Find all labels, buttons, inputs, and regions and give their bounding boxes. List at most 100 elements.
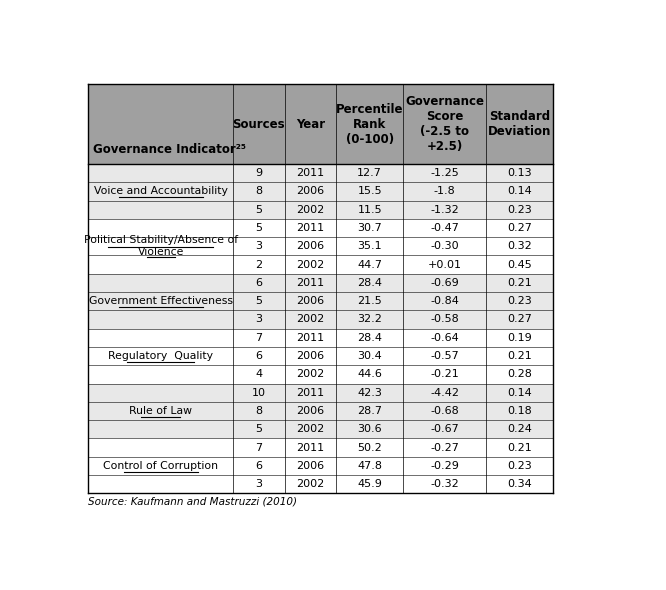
Text: 2006: 2006 [296, 186, 324, 196]
Bar [89, 237, 553, 255]
Text: -0.27: -0.27 [430, 442, 459, 453]
Text: -0.68: -0.68 [430, 406, 459, 416]
Text: 3: 3 [255, 241, 262, 251]
Text: 2011: 2011 [296, 223, 324, 233]
Text: -1.32: -1.32 [430, 205, 459, 215]
Text: 35.1: 35.1 [358, 241, 382, 251]
Bar [89, 347, 553, 365]
Text: -1.25: -1.25 [430, 168, 459, 178]
Text: Governance Indicator²⁵: Governance Indicator²⁵ [93, 143, 246, 156]
Text: 30.4: 30.4 [358, 351, 382, 361]
Text: -0.30: -0.30 [430, 241, 459, 251]
Text: 7: 7 [255, 442, 262, 453]
Text: 2006: 2006 [296, 241, 324, 251]
Bar [89, 274, 553, 292]
Text: 0.21: 0.21 [507, 442, 531, 453]
Text: -0.67: -0.67 [430, 424, 459, 434]
Text: Year: Year [296, 117, 325, 130]
Text: 6: 6 [255, 278, 262, 288]
Text: 0.23: 0.23 [507, 461, 531, 471]
Text: 0.21: 0.21 [507, 351, 531, 361]
Text: Sources: Sources [232, 117, 285, 130]
Text: 2002: 2002 [296, 369, 324, 379]
Text: -1.8: -1.8 [434, 186, 456, 196]
Text: Voice and Accountability: Voice and Accountability [94, 186, 228, 196]
Text: 2006: 2006 [296, 296, 324, 306]
Text: 2011: 2011 [296, 388, 324, 398]
Text: 3: 3 [255, 314, 262, 325]
Bar [89, 420, 553, 438]
Bar [89, 164, 553, 182]
Text: 2002: 2002 [296, 424, 324, 434]
Text: 0.27: 0.27 [507, 314, 532, 325]
Text: 0.34: 0.34 [507, 479, 531, 489]
Text: 44.6: 44.6 [357, 369, 382, 379]
Text: 0.24: 0.24 [507, 424, 532, 434]
Text: 2011: 2011 [296, 278, 324, 288]
Bar [89, 219, 553, 237]
Text: -0.57: -0.57 [430, 351, 459, 361]
Text: 2011: 2011 [296, 442, 324, 453]
Text: 10: 10 [252, 388, 266, 398]
Text: 2011: 2011 [296, 168, 324, 178]
Bar [89, 182, 553, 201]
Text: Source: Kaufmann and Mastruzzi (2010): Source: Kaufmann and Mastruzzi (2010) [89, 497, 298, 507]
Text: 2006: 2006 [296, 461, 324, 471]
Text: Rule of Law: Rule of Law [129, 406, 192, 416]
Bar [89, 310, 553, 329]
Text: 0.28: 0.28 [507, 369, 532, 379]
Text: 2006: 2006 [296, 351, 324, 361]
Bar [89, 292, 553, 310]
Bar [89, 402, 553, 420]
Text: 0.27: 0.27 [507, 223, 532, 233]
Text: 6: 6 [255, 461, 262, 471]
Text: 2011: 2011 [296, 333, 324, 343]
Text: -4.42: -4.42 [430, 388, 459, 398]
Text: 30.7: 30.7 [358, 223, 382, 233]
Bar [89, 438, 553, 457]
Text: 2002: 2002 [296, 314, 324, 325]
Text: -0.58: -0.58 [430, 314, 459, 325]
Text: 9: 9 [255, 168, 262, 178]
Text: 2: 2 [255, 260, 262, 270]
Text: Percentile
Rank
(0-100): Percentile Rank (0-100) [336, 103, 404, 146]
Text: 5: 5 [255, 223, 262, 233]
Text: 5: 5 [255, 205, 262, 215]
Text: Regulatory  Quality: Regulatory Quality [108, 351, 213, 361]
Text: -0.32: -0.32 [430, 479, 459, 489]
Text: 47.8: 47.8 [357, 461, 382, 471]
Text: 44.7: 44.7 [357, 260, 382, 270]
Text: 2002: 2002 [296, 205, 324, 215]
Text: 0.14: 0.14 [507, 186, 531, 196]
Text: Political Stability/Absence of
Violence: Political Stability/Absence of Violence [84, 235, 238, 257]
Text: 4: 4 [255, 369, 262, 379]
Text: 50.2: 50.2 [358, 442, 382, 453]
Text: 0.23: 0.23 [507, 296, 531, 306]
Text: 5: 5 [255, 296, 262, 306]
Text: 28.7: 28.7 [357, 406, 382, 416]
Text: 45.9: 45.9 [357, 479, 382, 489]
Bar [89, 384, 553, 402]
Text: Standard
Deviation: Standard Deviation [488, 110, 551, 138]
Text: 5: 5 [255, 424, 262, 434]
Bar [89, 255, 553, 274]
Bar [89, 201, 553, 219]
Text: 30.6: 30.6 [358, 424, 382, 434]
Text: -0.47: -0.47 [430, 223, 459, 233]
Text: 2002: 2002 [296, 479, 324, 489]
Text: 3: 3 [255, 479, 262, 489]
Text: -0.64: -0.64 [430, 333, 459, 343]
Text: 0.18: 0.18 [507, 406, 531, 416]
Text: -0.69: -0.69 [430, 278, 459, 288]
Text: 0.14: 0.14 [507, 388, 531, 398]
Text: 8: 8 [255, 186, 262, 196]
Text: 0.23: 0.23 [507, 205, 531, 215]
Text: 42.3: 42.3 [357, 388, 382, 398]
Text: 7: 7 [255, 333, 262, 343]
Text: Government Effectiveness: Government Effectiveness [89, 296, 232, 306]
Text: 28.4: 28.4 [357, 333, 382, 343]
Text: 15.5: 15.5 [358, 186, 382, 196]
Text: 0.21: 0.21 [507, 278, 531, 288]
Text: 32.2: 32.2 [357, 314, 382, 325]
Text: 0.32: 0.32 [507, 241, 531, 251]
